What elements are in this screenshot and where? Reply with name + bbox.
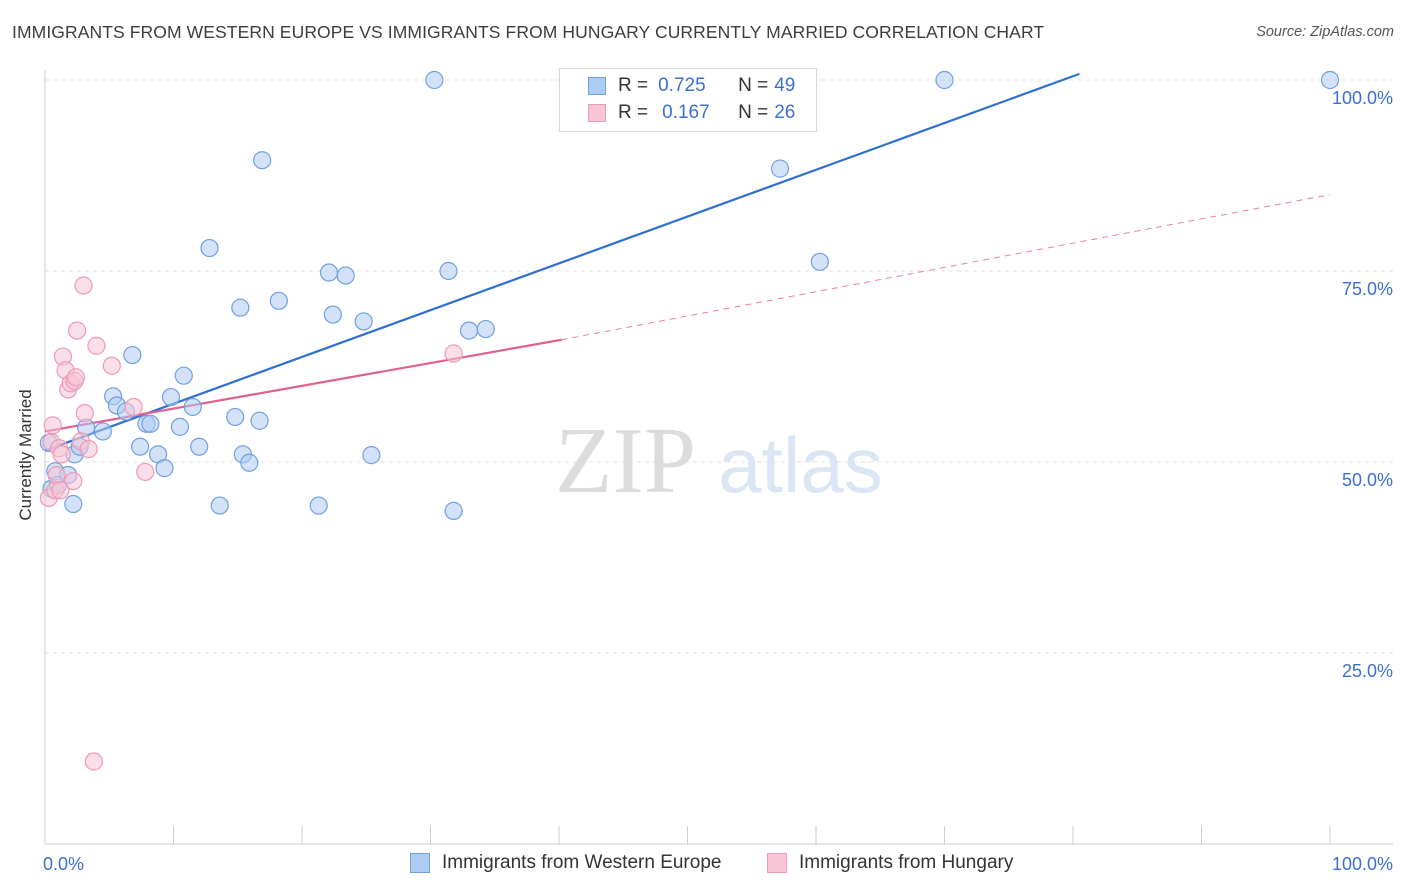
legend-n-value: 26: [774, 102, 796, 123]
point-hungary[interactable]: [87, 336, 106, 355]
watermark-atlas: atlas: [718, 421, 883, 509]
point-western-europe[interactable]: [64, 494, 83, 514]
data-points: [39, 70, 1340, 771]
legend-swatch-pink: [588, 104, 606, 122]
point-western-europe[interactable]: [200, 238, 219, 258]
series-legend-western-europe[interactable]: Immigrants from Western Europe: [410, 852, 721, 874]
point-western-europe[interactable]: [770, 159, 790, 178]
point-hungary[interactable]: [79, 439, 98, 459]
point-hungary[interactable]: [68, 321, 87, 340]
y-tick-label: 50.0%: [1342, 470, 1393, 490]
source-label: Source: ZipAtlas.com: [1256, 24, 1394, 40]
legend-r-label: R =: [618, 102, 649, 123]
point-western-europe[interactable]: [130, 437, 150, 456]
grid-lines: [45, 79, 1393, 654]
point-hungary[interactable]: [136, 462, 155, 482]
legend-n-label: N =: [738, 75, 769, 96]
point-hungary[interactable]: [84, 752, 103, 771]
trend-line-0: [44, 72, 1080, 452]
point-western-europe[interactable]: [323, 305, 342, 324]
point-western-europe[interactable]: [250, 411, 269, 430]
x-ticks: [44, 826, 1331, 844]
point-hungary[interactable]: [52, 445, 71, 464]
point-hungary[interactable]: [64, 472, 83, 491]
series-label-western-europe: Immigrants from Western Europe: [442, 852, 722, 873]
point-western-europe[interactable]: [935, 70, 954, 90]
series-legend: Immigrants from Western Europe Immigrant…: [0, 852, 1406, 878]
series-swatch-blue: [410, 853, 430, 873]
point-western-europe[interactable]: [336, 266, 355, 285]
point-western-europe[interactable]: [439, 261, 458, 281]
point-western-europe[interactable]: [362, 446, 381, 465]
y-tick-label: 75.0%: [1342, 279, 1393, 299]
point-hungary[interactable]: [444, 344, 463, 363]
x-tick-label-max: 100.0%: [1332, 854, 1393, 874]
point-western-europe[interactable]: [123, 345, 142, 365]
point-western-europe[interactable]: [231, 298, 250, 317]
watermark: ZIP atlas: [555, 409, 883, 513]
series-legend-hungary[interactable]: Immigrants from Hungary: [767, 852, 1013, 874]
point-hungary[interactable]: [124, 397, 143, 417]
trend-line-extension-1: [561, 194, 1331, 341]
axes: [44, 70, 1393, 845]
point-western-europe[interactable]: [226, 407, 245, 427]
point-western-europe[interactable]: [269, 291, 288, 310]
stats-legend: R = 0.725 N = 49 R = 0.167 N = 26: [559, 68, 817, 132]
point-western-europe[interactable]: [174, 366, 193, 385]
point-western-europe[interactable]: [444, 501, 463, 520]
series-label-hungary: Immigrants from Hungary: [799, 852, 1014, 873]
point-western-europe[interactable]: [183, 397, 202, 417]
point-western-europe[interactable]: [1320, 70, 1340, 90]
point-western-europe[interactable]: [425, 70, 444, 90]
point-western-europe[interactable]: [459, 321, 479, 340]
legend-row-hungary: R = 0.167 N = 26: [560, 100, 795, 126]
point-western-europe[interactable]: [476, 319, 495, 339]
y-tick-labels: 100.0% 75.0% 50.0% 25.0%: [1332, 88, 1393, 681]
point-hungary[interactable]: [75, 404, 94, 423]
series-swatch-pink: [767, 853, 787, 873]
point-western-europe[interactable]: [155, 459, 174, 478]
point-western-europe[interactable]: [319, 263, 339, 282]
point-western-europe[interactable]: [309, 496, 328, 515]
point-hungary[interactable]: [102, 356, 121, 375]
point-western-europe[interactable]: [93, 422, 112, 441]
legend-r-value: 0.167: [662, 102, 710, 123]
point-hungary[interactable]: [47, 465, 66, 485]
point-hungary[interactable]: [66, 368, 85, 387]
y-tick-label: 25.0%: [1342, 661, 1393, 681]
legend-row-western-europe: R = 0.725 N = 49: [560, 73, 795, 99]
legend-n-label: N =: [738, 102, 769, 123]
point-western-europe[interactable]: [190, 437, 209, 456]
point-western-europe[interactable]: [354, 312, 373, 331]
watermark-zip: ZIP: [555, 409, 696, 513]
legend-r-value: 0.725: [658, 75, 706, 96]
y-tick-label: 100.0%: [1332, 88, 1393, 108]
point-hungary[interactable]: [74, 276, 93, 295]
point-hungary[interactable]: [43, 416, 62, 435]
chart-title: IMMIGRANTS FROM WESTERN EUROPE VS IMMIGR…: [12, 22, 1045, 42]
legend-r-label: R =: [618, 75, 649, 96]
point-western-europe[interactable]: [810, 252, 829, 271]
legend-swatch-blue: [588, 77, 606, 95]
legend-n-value: 49: [774, 75, 796, 96]
point-western-europe[interactable]: [253, 151, 272, 170]
point-western-europe[interactable]: [210, 496, 229, 515]
point-western-europe[interactable]: [170, 417, 190, 436]
point-western-europe[interactable]: [161, 387, 181, 407]
point-western-europe[interactable]: [141, 414, 160, 433]
point-hungary[interactable]: [51, 481, 70, 500]
point-western-europe[interactable]: [240, 453, 259, 472]
x-tick-label-min: 0.0%: [43, 854, 84, 874]
